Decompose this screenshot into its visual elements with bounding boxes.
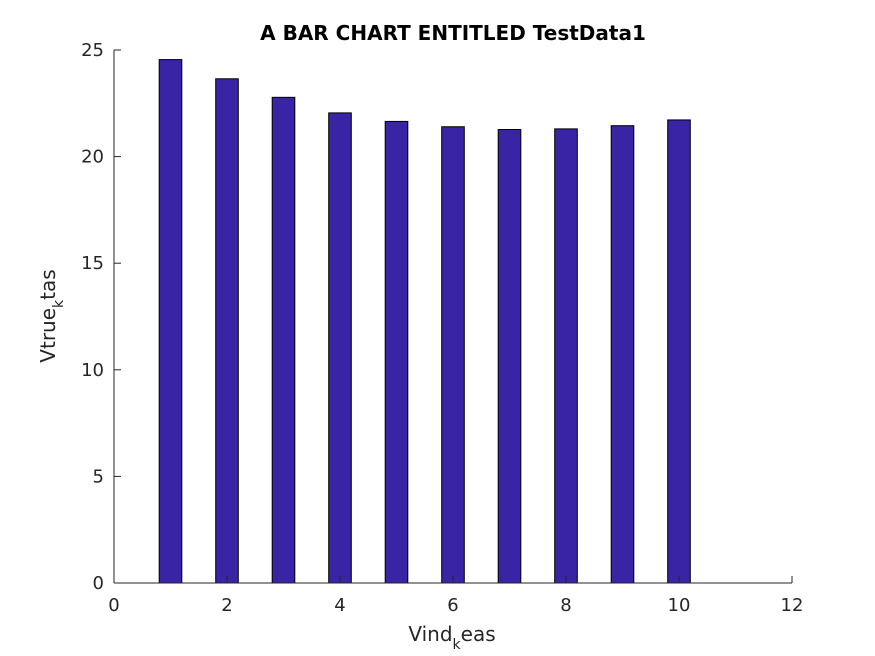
bars-group bbox=[158, 59, 691, 584]
bar-4 bbox=[328, 112, 352, 584]
bar-2 bbox=[215, 78, 239, 584]
bar-9 bbox=[610, 125, 635, 584]
x-tick-label: 8 bbox=[560, 595, 571, 616]
x-tick-label: 12 bbox=[781, 595, 804, 616]
axes: 0 2 4 6 8 10 12 0 5 10 15 20 25 bbox=[81, 40, 803, 616]
y-tick-label: 15 bbox=[81, 253, 104, 274]
x-tick-label: 2 bbox=[221, 595, 232, 616]
y-axis-label: Vtruektas bbox=[36, 269, 67, 362]
y-tick-label: 0 bbox=[93, 573, 104, 594]
x-tick-label: 4 bbox=[334, 595, 345, 616]
chart-title: A BAR CHART ENTITLED TestData1 bbox=[260, 21, 646, 45]
y-tick-label: 25 bbox=[81, 40, 104, 61]
x-tick-label: 6 bbox=[447, 595, 458, 616]
y-tick-label: 5 bbox=[93, 466, 104, 487]
bar-10 bbox=[667, 119, 691, 584]
bar-8 bbox=[554, 128, 578, 584]
bar-1 bbox=[158, 59, 183, 584]
bar-6 bbox=[441, 126, 465, 584]
bar-7 bbox=[497, 129, 522, 584]
bar-5 bbox=[384, 120, 409, 584]
bar-3 bbox=[271, 96, 296, 584]
x-axis-label: Vindkeas bbox=[408, 622, 495, 653]
x-tick-label: 10 bbox=[668, 595, 691, 616]
x-tick-label: 0 bbox=[108, 595, 119, 616]
y-tick-label: 20 bbox=[81, 147, 104, 168]
y-tick-label: 10 bbox=[81, 360, 104, 381]
